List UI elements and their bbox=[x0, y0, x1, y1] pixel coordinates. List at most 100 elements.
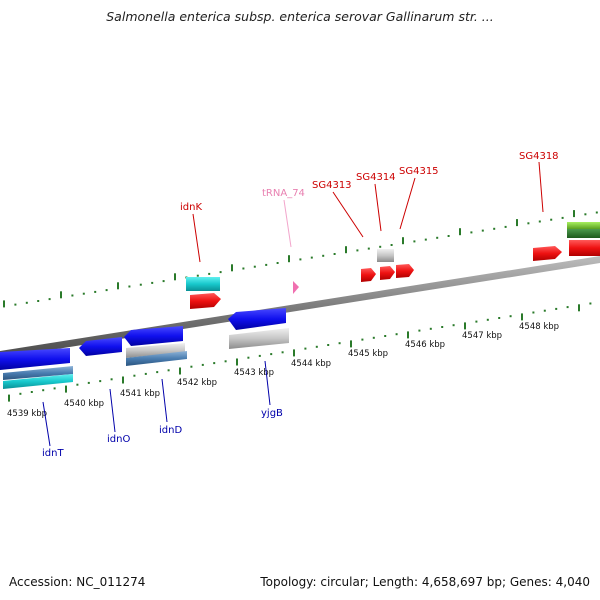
minor-tick bbox=[566, 306, 569, 309]
scale-label-4540: 4540 kbp bbox=[64, 399, 104, 409]
major-tick bbox=[407, 331, 409, 339]
gene-idnO-arrow[interactable] bbox=[79, 337, 122, 356]
minor-tick bbox=[224, 360, 227, 363]
minor-tick bbox=[384, 335, 387, 337]
minor-tick bbox=[527, 222, 530, 225]
minor-tick bbox=[390, 244, 393, 246]
major-tick bbox=[65, 385, 67, 393]
major-tick bbox=[459, 228, 461, 236]
label-idnT[interactable]: idnT bbox=[42, 448, 64, 459]
lower-tick-track bbox=[8, 302, 592, 402]
minor-tick bbox=[133, 374, 136, 377]
minor-tick bbox=[356, 249, 359, 252]
gene-SG4315-arrow[interactable] bbox=[396, 264, 414, 278]
gene-labels: idnK tRNA_74 SG4313 SG4314 SG4315 SG4318… bbox=[42, 151, 559, 459]
minor-tick bbox=[94, 290, 97, 293]
gene-edge-darkgreen[interactable] bbox=[567, 229, 600, 238]
gene-edge-green[interactable] bbox=[567, 222, 600, 229]
major-tick bbox=[350, 340, 352, 348]
minor-tick bbox=[322, 254, 325, 257]
major-tick bbox=[521, 313, 523, 321]
minor-tick bbox=[213, 362, 216, 365]
gene-idnK-track-cyan[interactable] bbox=[186, 277, 220, 291]
leader-yjgB bbox=[264, 360, 271, 406]
minor-tick bbox=[504, 225, 507, 228]
gene-idnT-arrow[interactable] bbox=[0, 348, 70, 370]
minor-tick bbox=[87, 381, 90, 384]
minor-tick bbox=[151, 281, 154, 284]
label-idnK[interactable]: idnK bbox=[180, 202, 202, 213]
major-tick bbox=[3, 300, 5, 308]
minor-tick bbox=[42, 389, 45, 392]
gene-yjgB-arrow[interactable] bbox=[228, 308, 286, 330]
gene-idnT-cyan[interactable] bbox=[3, 374, 73, 389]
gene-idnK-arrow[interactable] bbox=[190, 293, 221, 309]
gene-edge-red[interactable] bbox=[569, 240, 600, 256]
major-tick bbox=[236, 358, 238, 366]
scale-label-4547: 4547 kbp bbox=[462, 331, 502, 341]
scale-label-4542: 4542 kbp bbox=[177, 378, 217, 388]
label-SG4314[interactable]: SG4314 bbox=[356, 172, 396, 183]
minor-tick bbox=[498, 317, 501, 319]
label-SG4315[interactable]: SG4315 bbox=[399, 166, 439, 177]
minor-tick bbox=[584, 213, 587, 216]
gene-idnD-arrow[interactable] bbox=[124, 326, 183, 346]
minor-tick bbox=[265, 263, 268, 266]
minor-tick bbox=[589, 302, 592, 305]
minor-tick bbox=[509, 315, 512, 318]
label-idnO[interactable]: idnO bbox=[107, 434, 130, 445]
gene-idnT-steel[interactable] bbox=[3, 366, 73, 380]
major-tick bbox=[464, 322, 466, 330]
map-title: Salmonella enterica subsp. enterica sero… bbox=[106, 9, 494, 24]
label-tRNA_74[interactable]: tRNA_74 bbox=[262, 188, 305, 199]
minor-tick bbox=[327, 344, 330, 346]
leader-SG4318 bbox=[538, 161, 544, 213]
label-SG4313[interactable]: SG4313 bbox=[312, 180, 352, 191]
reverse-genes bbox=[0, 308, 289, 389]
leader-lines bbox=[42, 161, 544, 447]
gene-SG4318-arrow[interactable] bbox=[533, 246, 562, 261]
gene-yjgB-grey[interactable] bbox=[229, 328, 289, 349]
minor-tick bbox=[53, 387, 56, 390]
minor-tick bbox=[441, 326, 444, 328]
minor-tick bbox=[436, 236, 439, 239]
topology-summary: Topology: circular; Length: 4,658,697 bp… bbox=[260, 575, 590, 589]
leader-SG4314 bbox=[374, 183, 382, 232]
minor-tick bbox=[128, 285, 131, 288]
minor-tick bbox=[208, 272, 211, 275]
minor-tick bbox=[333, 253, 336, 255]
gene-SG4313-arrow[interactable] bbox=[361, 268, 376, 282]
gene-idnD-steel[interactable] bbox=[126, 351, 187, 366]
minor-tick bbox=[14, 303, 17, 306]
label-idnD[interactable]: idnD bbox=[159, 425, 182, 436]
minor-tick bbox=[270, 353, 273, 356]
minor-tick bbox=[162, 280, 165, 283]
major-tick bbox=[117, 282, 119, 290]
minor-tick bbox=[144, 372, 147, 375]
minor-tick bbox=[481, 229, 484, 232]
major-tick bbox=[231, 264, 233, 272]
minor-tick bbox=[281, 351, 284, 354]
upper-tick-track bbox=[3, 210, 598, 308]
minor-tick bbox=[219, 271, 222, 274]
label-yjgB[interactable]: yjgB bbox=[261, 408, 283, 419]
gene-SG4314-arrow[interactable] bbox=[380, 266, 395, 280]
minor-tick bbox=[452, 324, 455, 327]
gene-SG4314-grey[interactable] bbox=[377, 249, 394, 262]
minor-tick bbox=[110, 378, 113, 381]
minor-tick bbox=[190, 365, 193, 368]
minor-tick bbox=[310, 256, 313, 259]
minor-tick bbox=[25, 301, 28, 304]
minor-tick bbox=[247, 356, 250, 359]
gene-tRNA_74-marker[interactable] bbox=[293, 281, 299, 294]
minor-tick bbox=[367, 247, 370, 250]
label-SG4318[interactable]: SG4318 bbox=[519, 151, 559, 162]
gene-idnD-grey[interactable] bbox=[126, 343, 185, 358]
scale-label-4546: 4546 kbp bbox=[405, 340, 445, 350]
minor-tick bbox=[372, 336, 375, 339]
minor-tick bbox=[19, 392, 22, 395]
minor-tick bbox=[418, 329, 421, 332]
minor-tick bbox=[105, 289, 108, 292]
leader-SG4315 bbox=[399, 177, 416, 230]
